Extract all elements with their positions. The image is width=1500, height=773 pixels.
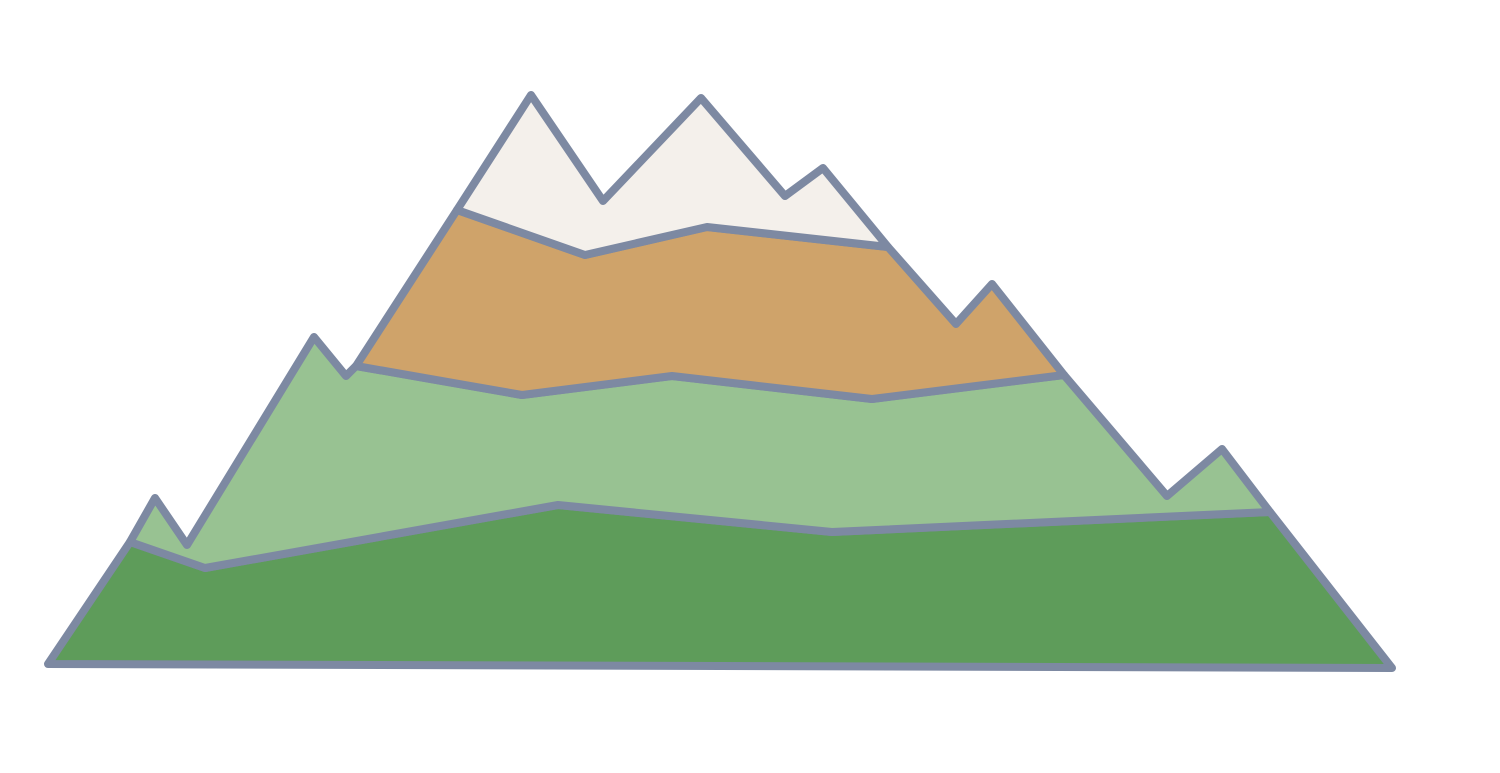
rock-band: [352, 206, 1068, 403]
snow-cap: [453, 91, 892, 259]
